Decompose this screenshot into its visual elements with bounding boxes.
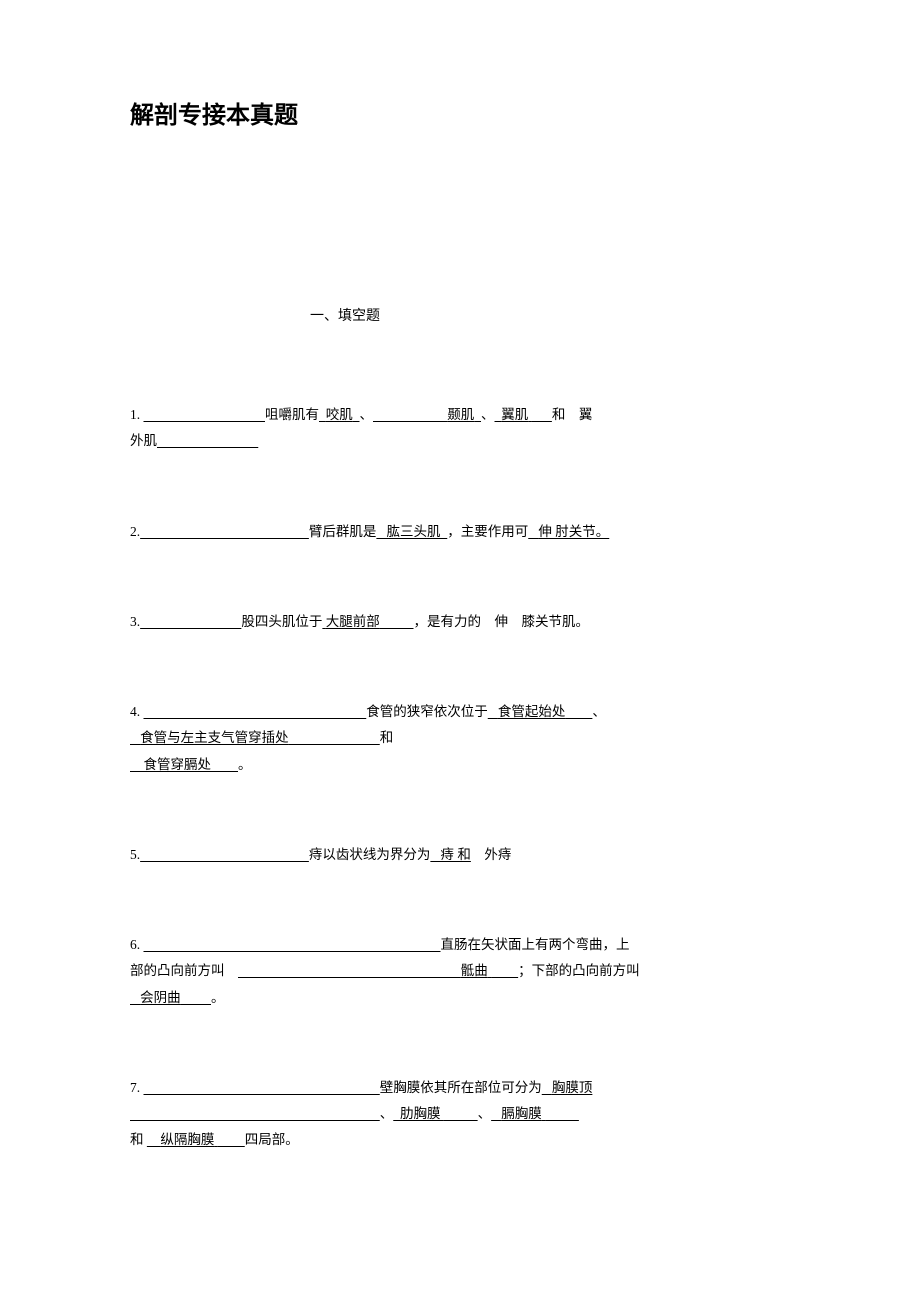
continuation: 外肌 bbox=[130, 431, 800, 451]
answer: 咬肌 bbox=[319, 407, 360, 422]
text: 食管的狭窄依次位于 bbox=[366, 704, 488, 719]
blank bbox=[380, 614, 414, 629]
text: 膝关节肌。 bbox=[522, 614, 590, 629]
text: 直肠在矢状面上有两个弯曲，上 bbox=[441, 937, 630, 952]
text: 和 bbox=[130, 1132, 144, 1147]
answer: 纵隔胸膜 bbox=[147, 1132, 218, 1147]
answer: 伸 肘关节。 bbox=[528, 524, 609, 539]
answer: 肱三头肌 bbox=[376, 524, 447, 539]
answer: 食管与左主支气管穿插处 bbox=[130, 730, 292, 745]
question-6: 6. 直肠在矢状面上有两个弯曲，上 部的凸向前方叫 骶曲 ；下 bbox=[130, 935, 800, 1008]
answer: 翼 bbox=[579, 407, 593, 422]
blank bbox=[144, 1080, 380, 1095]
question-3: 3. 股四头肌位于 大腿前部 ，是有力的 伸 膝关节肌。 bbox=[130, 612, 800, 632]
blank bbox=[218, 1132, 245, 1147]
question-number: 4. bbox=[130, 704, 140, 719]
text: 。 bbox=[211, 990, 225, 1005]
continuation: 部的凸向前方叫 骶曲 ；下部的凸向前方叫 bbox=[130, 961, 800, 981]
question-2: 2. 臂后群肌是 肱三头肌 ，主要作用可 伸 肘关节。 bbox=[130, 522, 800, 542]
answer: 外肌 bbox=[130, 433, 157, 448]
blank bbox=[238, 963, 461, 978]
continuation: 食管穿膈处 。 bbox=[130, 755, 800, 775]
question-number: 1. bbox=[130, 407, 140, 422]
answer: 食管起始处 bbox=[488, 704, 566, 719]
blank bbox=[545, 1106, 579, 1121]
blank bbox=[130, 1106, 380, 1121]
answer: 痔 和 bbox=[430, 847, 471, 862]
blank bbox=[211, 757, 238, 772]
answer: 胸膜顶 bbox=[542, 1080, 593, 1095]
text: 痔以齿状线为界分为 bbox=[309, 847, 431, 862]
blank bbox=[184, 990, 211, 1005]
continuation: 食管与左主支气管穿插处 和 bbox=[130, 728, 800, 748]
blank bbox=[144, 704, 367, 719]
blank bbox=[144, 407, 266, 422]
answer: 肋胸膜 bbox=[393, 1106, 444, 1121]
blank bbox=[140, 614, 241, 629]
answer: 会阴曲 bbox=[130, 990, 184, 1005]
answer: 骶曲 bbox=[461, 963, 491, 978]
text: 臂后群肌是 bbox=[309, 524, 377, 539]
blank bbox=[565, 704, 592, 719]
continuation: 会阴曲 。 bbox=[130, 988, 800, 1008]
question-number: 2. bbox=[130, 524, 140, 539]
separator: 、 bbox=[481, 407, 495, 422]
blank bbox=[157, 433, 258, 448]
text: 咀嚼肌有 bbox=[265, 407, 319, 422]
question-number: 6. bbox=[130, 937, 140, 952]
question-5: 5. 痔以齿状线为界分为 痔 和 外痔 bbox=[130, 845, 800, 865]
continuation: 、 肋胸膜 、 膈胸膜 bbox=[130, 1104, 800, 1124]
document-title: 解剖专接本真题 bbox=[130, 95, 800, 130]
text: 壁胸膜依其所在部位可分为 bbox=[380, 1080, 542, 1095]
text: 四局部。 bbox=[245, 1132, 299, 1147]
blank bbox=[140, 847, 309, 862]
blank bbox=[373, 407, 447, 422]
blank bbox=[144, 937, 441, 952]
blank bbox=[532, 407, 552, 422]
text: 股四头肌位于 bbox=[241, 614, 322, 629]
answer: 食管穿膈处 bbox=[130, 757, 211, 772]
section-header: 一、填空题 bbox=[310, 305, 800, 325]
question-4: 4. 食管的狭窄依次位于 食管起始处 、 食管与左主支气管穿插处 和 食管穿膈处… bbox=[130, 702, 800, 775]
blank bbox=[292, 730, 380, 745]
answer: 翼肌 bbox=[495, 407, 532, 422]
text: ，主要作用可 bbox=[447, 524, 528, 539]
text: ，是有力的 bbox=[414, 614, 482, 629]
answer: 伸 bbox=[495, 614, 509, 629]
separator: 、 bbox=[592, 704, 606, 719]
answer: 膈胸膜 bbox=[491, 1106, 545, 1121]
text: 。 bbox=[238, 757, 252, 772]
question-number: 7. bbox=[130, 1080, 140, 1095]
text: 和 bbox=[552, 407, 566, 422]
text: 和 bbox=[380, 730, 394, 745]
answer: 大腿前部 bbox=[322, 614, 379, 629]
continuation: 和 纵隔胸膜 四局部。 bbox=[130, 1130, 800, 1150]
question-7: 7. 壁胸膜依其所在部位可分为 胸膜顶 、 肋胸膜 、 膈胸膜 bbox=[130, 1078, 800, 1151]
answer: 外痔 bbox=[484, 847, 511, 862]
blank bbox=[491, 963, 518, 978]
separator: 、 bbox=[380, 1106, 394, 1121]
text: ；下部的凸向前方叫 bbox=[518, 963, 640, 978]
question-number: 5. bbox=[130, 847, 140, 862]
separator: 、 bbox=[478, 1106, 492, 1121]
text: 部的凸向前方叫 bbox=[130, 963, 225, 978]
question-number: 3. bbox=[130, 614, 140, 629]
blank bbox=[444, 1106, 478, 1121]
blank bbox=[140, 524, 309, 539]
separator: 、 bbox=[360, 407, 374, 422]
answer: 颞肌 bbox=[447, 407, 481, 422]
question-1: 1. 咀嚼肌有 咬肌 、 颞肌 、 翼肌 和 翼 外肌 bbox=[130, 405, 800, 452]
